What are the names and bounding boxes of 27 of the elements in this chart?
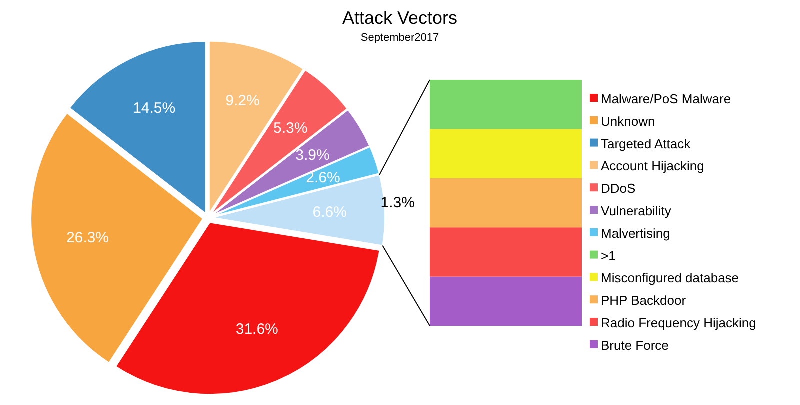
bar xyxy=(430,228,582,277)
legend-label: Targeted Attack xyxy=(601,136,692,152)
data-label: 3.9% xyxy=(296,147,330,164)
legend-label: Misconfigured database xyxy=(601,270,740,286)
legend-label: PHP Backdoor xyxy=(601,293,687,308)
chart-subtitle: September2017 xyxy=(360,32,440,44)
legend-label: Malvertising xyxy=(601,226,670,241)
data-label: 6.6% xyxy=(312,204,347,222)
legend-label: Brute Force xyxy=(601,338,669,353)
bar xyxy=(430,276,582,326)
bar xyxy=(430,178,582,228)
text: 1.3% xyxy=(380,194,415,212)
legend-label: >1 xyxy=(601,248,616,264)
legend-label: Unknown xyxy=(601,114,656,129)
data-label: 26.3% xyxy=(66,230,109,247)
legend-label: Vulnerability xyxy=(601,204,672,218)
bar xyxy=(430,80,582,130)
legend-label: Radio Frequency Hijacking xyxy=(601,316,756,330)
data-label: 5.3% xyxy=(274,120,308,137)
legend-label: Malware/PoS Malware xyxy=(601,92,732,106)
bar xyxy=(430,129,582,178)
chart-title: Attack Vectors xyxy=(342,8,458,28)
legend-label: DDoS xyxy=(601,181,636,196)
data-label: 14.5% xyxy=(133,100,176,117)
legend-label: Account Hijacking xyxy=(601,158,704,174)
data-label: 9.2% xyxy=(226,92,260,110)
data-label: 31.6% xyxy=(236,321,278,338)
